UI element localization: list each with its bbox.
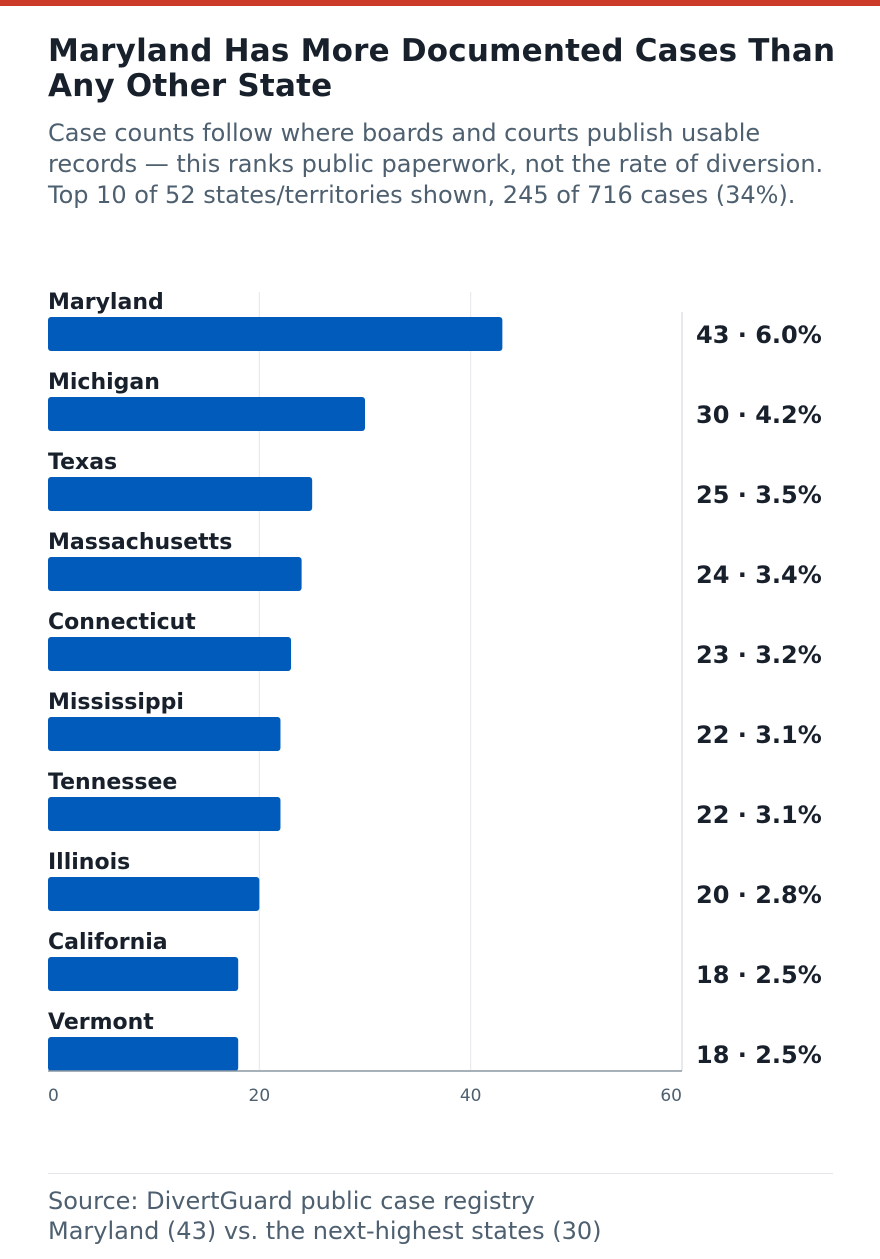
bar-connecticut (48, 637, 292, 671)
bar-value-label: 23 · 3.2% (696, 641, 822, 669)
bar-vermont (48, 1037, 239, 1071)
x-tick-label: 60 (660, 1086, 682, 1106)
bar-value-label: 20 · 2.8% (696, 881, 822, 909)
bar-chart: Maryland 43 · 6.0% Michigan 30 · 4.2% Texas 2… (48, 290, 822, 1106)
bar-category-label: California (48, 930, 168, 955)
bar-california (48, 957, 239, 991)
bar-texas (48, 477, 313, 511)
comparison-note: Maryland (43) vs. the next-highest state… (48, 1217, 602, 1245)
bar-category-label: Michigan (48, 370, 160, 395)
bar-massachusetts (48, 557, 302, 591)
x-tick-label: 20 (249, 1086, 271, 1106)
bar-value-label: 30 · 4.2% (696, 401, 822, 429)
bar-category-label: Massachusetts (48, 530, 232, 555)
bar-mississippi (48, 717, 281, 751)
chart-subtitle: Case counts follow where boards and cour… (48, 119, 824, 209)
bar-value-label: 18 · 2.5% (696, 1041, 822, 1069)
bar-category-label: Vermont (48, 1010, 154, 1035)
bar-category-label: Tennessee (48, 770, 177, 795)
bar-michigan (48, 397, 365, 431)
bar-value-label: 22 · 3.1% (696, 721, 822, 749)
bar-category-label: Maryland (48, 290, 164, 315)
x-tick-label: 40 (460, 1086, 482, 1106)
bar-illinois (48, 877, 260, 911)
bar-value-label: 18 · 2.5% (696, 961, 822, 989)
bar-value-label: 24 · 3.4% (696, 561, 822, 589)
bar-category-label: Mississippi (48, 690, 184, 715)
bar-value-label: 43 · 6.0% (696, 321, 822, 349)
bar-category-label: Illinois (48, 850, 130, 875)
source-note: Source: DivertGuard public case registry (48, 1187, 535, 1215)
bar-category-label: Texas (48, 450, 117, 475)
bar-maryland (48, 317, 503, 351)
bar-tennessee (48, 797, 281, 831)
x-tick-label: 0 (48, 1086, 59, 1106)
chart-title: Maryland Has More Documented Cases Than … (48, 33, 836, 104)
footer-divider (48, 1173, 833, 1174)
top-accent-rule (0, 0, 880, 6)
bar-value-label: 25 · 3.5% (696, 481, 822, 509)
bar-category-label: Connecticut (48, 610, 196, 635)
bar-value-label: 22 · 3.1% (696, 801, 822, 829)
